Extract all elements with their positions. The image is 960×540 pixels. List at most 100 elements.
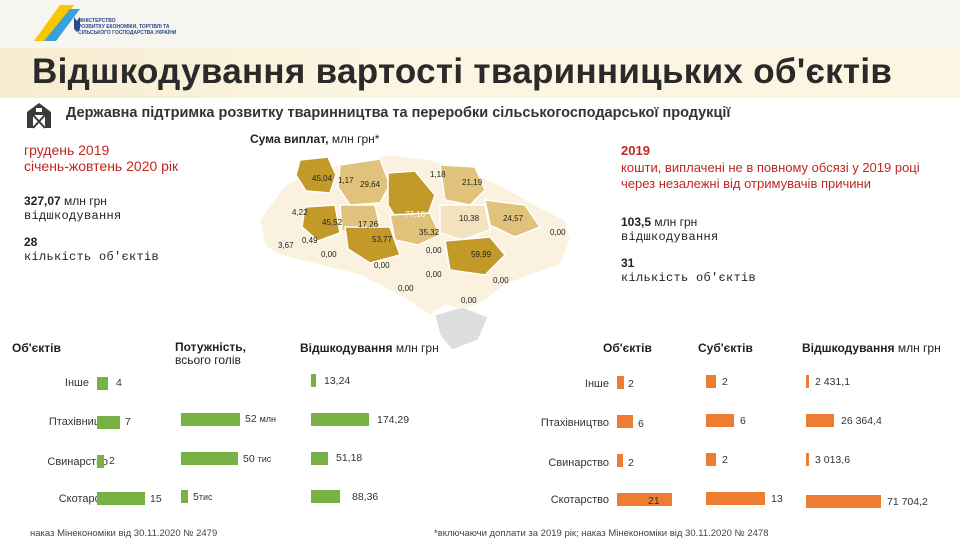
right-category: Інше: [584, 378, 609, 390]
right-subjects-bar: [706, 492, 765, 505]
right-year: 2019: [621, 143, 650, 158]
amount-value: 327,07: [24, 194, 61, 208]
left-period: грудень 2019 січень-жовтень 2020 рік: [24, 142, 178, 174]
map-region-value: 4,22: [292, 208, 308, 217]
map-region-value: 0,00: [374, 261, 390, 270]
left-capacity-bar: [181, 452, 238, 465]
right-amount-stat: 103,5 млн грн відшкодування: [621, 215, 719, 245]
right-note: кошти, виплачені не в повному обсязі у 2…: [621, 160, 920, 191]
capacity-number: 5: [193, 491, 199, 503]
right-compensation-value: 71 704,2: [887, 496, 928, 508]
map-region-value: 35,32: [419, 228, 440, 237]
left-compensation-value: 51,18: [336, 452, 363, 464]
right-objects-bar: [617, 493, 672, 506]
left-compensation-value: 13,24: [324, 375, 351, 387]
right-subjects-value: 2: [722, 376, 728, 388]
right-subjects-value: 2: [722, 454, 728, 466]
map-region-value: 0,00: [398, 284, 414, 293]
map-region: [295, 156, 337, 194]
subtitle: Державна підтримка розвитку тваринництва…: [66, 105, 731, 121]
left-category: Свинарство: [47, 456, 108, 468]
right-objects-bar: [617, 376, 624, 389]
right-compensation-value: 3 013,6: [815, 454, 851, 466]
left-objects-value: 4: [116, 377, 122, 389]
map-region-value: 29,64: [360, 180, 381, 189]
right-objects-value: 2: [628, 378, 634, 390]
map-region: [484, 199, 542, 238]
amount-unit: млн грн: [64, 194, 107, 208]
period-line: січень-жовтень 2020 рік: [24, 158, 179, 174]
right-subjects-bar: [706, 375, 716, 388]
amount-unit: млн грн: [654, 215, 698, 229]
left-head-compensation: Відшкодування млн грн: [300, 341, 439, 355]
amount-label: відшкодування: [24, 209, 122, 223]
title-band: [0, 48, 960, 98]
ministry-name-line: Міністерство: [78, 18, 116, 24]
map-region-value: 3,67: [278, 241, 294, 250]
compensation-head: Відшкодування: [802, 341, 895, 355]
map-region-value: 77,16: [405, 210, 426, 219]
left-objects-value: 15: [150, 493, 162, 505]
left-objects-value: 2: [109, 455, 115, 467]
right-compensation-value: 26 364,4: [841, 415, 882, 427]
capacity-head-line2: всього голів: [175, 353, 241, 367]
map-region-value: 0,00: [550, 228, 566, 237]
map-region-value: 21,19: [462, 178, 483, 187]
map-region-value: 0,00: [426, 270, 442, 279]
right-objects-bar: [617, 415, 633, 428]
count-value: 31: [621, 256, 635, 270]
map-region: [444, 236, 507, 276]
ministry-logo: [34, 5, 80, 41]
map-title-main: Сума виплат,: [250, 132, 329, 146]
map-region-value: 0,00: [321, 250, 337, 259]
ministry-name-line: сільського господарства України: [78, 30, 177, 36]
right-category: Птахівництво: [540, 417, 609, 429]
right-objects-value: 2: [628, 457, 634, 469]
amount-value: 103,5: [621, 215, 652, 229]
capacity-number: 50: [243, 453, 255, 465]
left-amount-stat: 327,07 млн грн відшкодування: [24, 194, 122, 224]
right-head-subjects: Суб'єктів: [698, 341, 753, 355]
right-subjects-bar: [706, 414, 734, 427]
left-category: Інше: [64, 377, 89, 389]
map-region: [389, 212, 441, 246]
left-compensation-bar: [311, 413, 369, 426]
map-region: [301, 204, 341, 242]
right-compensation-bar: [806, 414, 834, 427]
map-region: [439, 164, 486, 206]
left-compensation-bar: [311, 490, 340, 503]
map-region-value: 45,52: [322, 218, 343, 227]
right-subjects-value: 6: [740, 415, 746, 427]
map-region-value: 1,17: [338, 176, 354, 185]
right-objects-value: 21: [648, 495, 660, 507]
capacity-unit: млн: [259, 414, 277, 424]
capacity-unit: тис: [257, 454, 272, 464]
map-title: Сума виплат, млн грн*: [250, 132, 379, 146]
map-region-value: 59,99: [471, 250, 492, 259]
capacity-number: 52: [245, 413, 257, 425]
map-region-value: 17,26: [358, 220, 379, 229]
left-capacity-value: 5тис: [193, 491, 213, 503]
map-region-value: 45,04: [312, 174, 333, 183]
footnote-left: наказ Мінекономіки від 30.11.2020 № 2479: [30, 528, 218, 539]
map-region-value: 24,57: [503, 214, 524, 223]
count-label: кількість об'єктів: [621, 271, 757, 285]
left-compensation-bar: [311, 374, 316, 387]
capacity-head-line1: Потужність,: [175, 340, 247, 354]
left-objects-bar: [97, 416, 120, 429]
left-objects-bar: [97, 455, 104, 468]
left-objects-bar: [97, 377, 108, 390]
left-capacity-bar: [181, 413, 240, 426]
left-head-capacity: Потужність, всього голів: [175, 341, 246, 367]
ministry-name: Міністерство розвитку економіки, торгівл…: [78, 18, 188, 36]
compensation-head-unit: млн грн: [897, 341, 941, 355]
left-capacity-bar: [181, 490, 188, 503]
map-region-value: 0,49: [302, 236, 318, 245]
amount-label: відшкодування: [621, 230, 719, 244]
left-compensation-value: 88,36: [352, 491, 379, 503]
right-objects-value: 6: [638, 418, 644, 430]
compensation-head: Відшкодування: [300, 341, 393, 355]
capacity-unit: тис: [198, 492, 213, 502]
right-compensation-bar: [806, 375, 809, 388]
left-capacity-value: 52 млн: [245, 413, 276, 425]
